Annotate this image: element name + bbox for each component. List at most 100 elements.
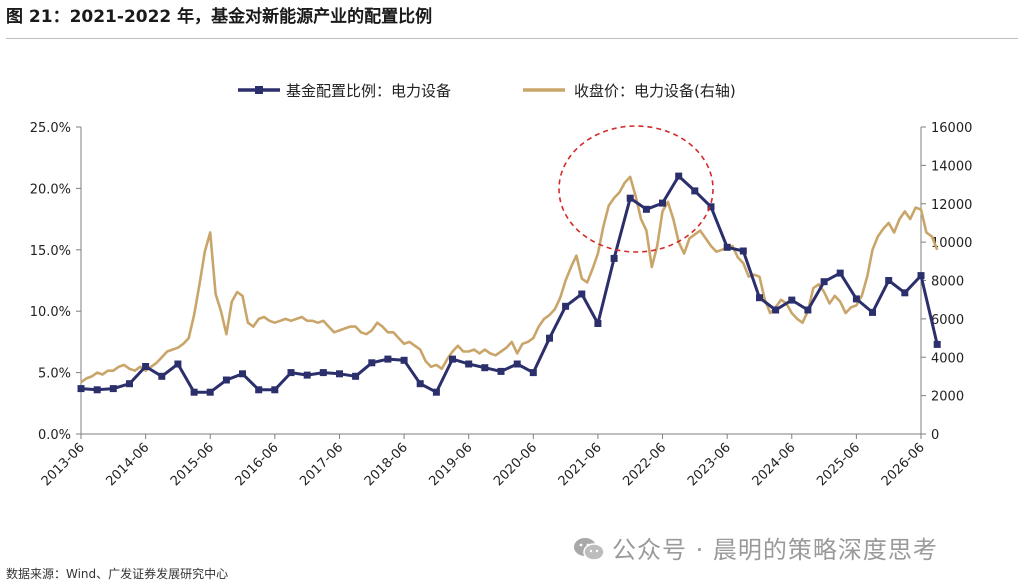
- x-tick-label: 2022-06: [620, 440, 669, 489]
- allocation-point: [885, 277, 893, 284]
- right-tick-label: 2000: [931, 390, 964, 405]
- allocation-line: [80, 174, 939, 394]
- allocation-point: [804, 306, 812, 314]
- x-tick-label: 2016-06: [233, 440, 282, 489]
- x-tick-label: 2026-06: [879, 440, 928, 489]
- highlight-ellipse: [558, 125, 714, 253]
- allocation-point: [836, 269, 844, 277]
- x-tick-label: 2013-06: [39, 440, 88, 489]
- x-tick-label: 2014-06: [103, 440, 152, 489]
- left-tick-label: 15.0%: [30, 244, 71, 259]
- close-price-line: [80, 175, 939, 384]
- allocation-point: [319, 369, 327, 377]
- allocation-point: [610, 254, 618, 262]
- x-tick-label: 2025-06: [814, 440, 863, 489]
- wechat-icon: [574, 538, 605, 561]
- legend-marker-allocation: [255, 86, 263, 94]
- allocation-point: [869, 308, 876, 316]
- allocation-point: [465, 360, 473, 368]
- allocation-point: [303, 371, 311, 379]
- allocation-point: [756, 294, 763, 302]
- allocation-point: [578, 290, 586, 298]
- right-tick-label: 12000: [931, 198, 972, 213]
- allocation-point: [481, 364, 489, 372]
- allocation-point: [675, 172, 683, 180]
- right-tick-label: 4000: [931, 351, 964, 366]
- watermark: 公众号 · 晨明的策略深度思考: [572, 530, 938, 565]
- left-tick-label: 25.0%: [30, 121, 71, 136]
- allocation-point: [513, 360, 521, 368]
- x-tick-label: 2023-06: [685, 440, 734, 489]
- allocation-point: [432, 388, 440, 396]
- allocation-point: [788, 296, 796, 304]
- allocation-point: [126, 380, 133, 388]
- x-tick-label: 2017-06: [297, 440, 346, 489]
- allocation-point: [659, 199, 666, 207]
- allocation-point: [852, 295, 860, 303]
- allocation-point: [820, 278, 828, 286]
- left-tick-label: 0.0%: [38, 428, 71, 443]
- chart-legend: 基金配置比例：电力设备 收盘价：电力设备(右轴): [238, 82, 736, 100]
- x-tick-label: 2020-06: [491, 440, 540, 489]
- allocation-point: [109, 385, 117, 393]
- allocation-point: [222, 376, 230, 384]
- right-tick-label: 6000: [931, 313, 964, 328]
- allocation-point: [93, 386, 101, 394]
- allocation-point: [691, 187, 699, 195]
- allocation-point: [239, 370, 246, 378]
- x-tick-label: 2019-06: [426, 440, 475, 489]
- title-divider: [6, 38, 1018, 39]
- right-tick-label: 10000: [931, 236, 972, 251]
- allocation-point: [190, 388, 198, 396]
- series-allocation: [77, 172, 941, 396]
- allocation-point: [562, 302, 570, 310]
- allocation-point: [271, 386, 279, 394]
- allocation-point: [449, 355, 456, 363]
- left-tick-label: 20.0%: [30, 182, 71, 197]
- left-axis-ticks: 0.0% 5.0% 10.0% 15.0% 20.0% 25.0%: [30, 121, 81, 443]
- allocation-point: [594, 320, 602, 327]
- allocation-point: [739, 247, 747, 255]
- allocation-point: [901, 289, 909, 297]
- allocation-point: [368, 359, 376, 367]
- allocation-point: [384, 355, 392, 363]
- left-tick-label: 5.0%: [38, 367, 71, 382]
- allocation-point: [158, 372, 166, 380]
- allocation-point: [174, 360, 182, 368]
- watermark-text: 公众号 · 晨明的策略深度思考: [612, 536, 938, 564]
- legend-label-allocation: 基金配置比例：电力设备: [286, 82, 451, 100]
- allocation-point: [336, 370, 343, 378]
- allocation-point: [77, 385, 85, 393]
- allocation-point: [642, 205, 650, 213]
- series-close-price: [80, 175, 939, 384]
- allocation-point: [529, 369, 537, 377]
- allocation-point: [287, 369, 295, 377]
- allocation-point: [352, 372, 360, 380]
- allocation-point: [917, 272, 925, 280]
- allocation-point: [142, 363, 150, 370]
- allocation-point: [255, 386, 263, 394]
- allocation-point: [723, 243, 731, 251]
- x-tick-label: 2015-06: [168, 440, 217, 489]
- allocation-point: [400, 356, 408, 364]
- allocation-point: [206, 388, 214, 396]
- allocation-point: [707, 203, 715, 211]
- allocation-point: [933, 340, 941, 348]
- x-tick-label: 2018-06: [362, 440, 411, 489]
- left-tick-label: 10.0%: [30, 305, 71, 320]
- allocation-point: [497, 367, 505, 375]
- x-tick-label: 2024-06: [750, 440, 799, 489]
- allocation-point: [772, 306, 780, 314]
- data-source-note: 数据来源：Wind、广发证券发展研究中心: [6, 567, 229, 581]
- allocation-point: [416, 380, 424, 388]
- figure-title: 图 21：2021-2022 年，基金对新能源产业的配置比例: [6, 7, 433, 27]
- right-tick-label: 8000: [931, 275, 964, 290]
- right-tick-label: 0: [931, 428, 939, 443]
- x-axis-ticks: 2013-06 2014-06 2015-06 2016-06 2017-06 2018-…: [39, 434, 928, 489]
- x-tick-label: 2021-06: [556, 440, 605, 489]
- allocation-point: [626, 194, 634, 202]
- legend-label-close-price: 收盘价：电力设备(右轴): [574, 82, 736, 100]
- right-tick-label: 14000: [931, 159, 972, 174]
- right-axis-ticks: 0 2000 4000 6000 8000 10000 12000 14000 16000: [921, 121, 972, 443]
